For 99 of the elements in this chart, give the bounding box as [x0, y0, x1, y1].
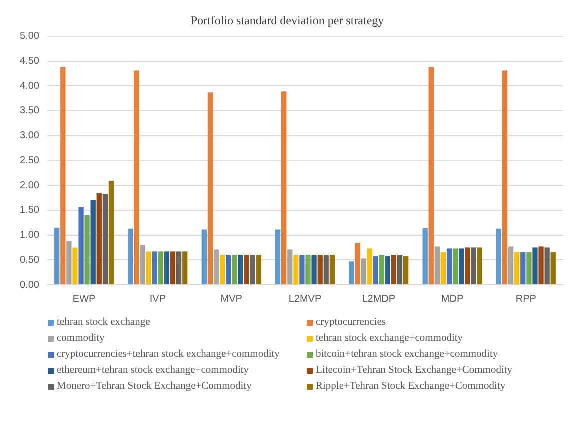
bar: [397, 255, 403, 284]
bar: [355, 243, 360, 284]
bar: [391, 255, 397, 284]
legend-label: cryptocurrencies: [316, 317, 386, 328]
bar: [385, 256, 391, 284]
bar: [214, 250, 220, 284]
bar: [244, 255, 250, 284]
bar: [526, 252, 532, 284]
bar: [220, 255, 226, 284]
bar: [440, 252, 446, 284]
bar: [78, 207, 84, 284]
bar: [72, 248, 78, 284]
bar: [446, 248, 452, 284]
bar: [232, 255, 238, 284]
y-tick-label: 2.50: [20, 155, 40, 166]
bar: [90, 200, 96, 284]
y-tick-label: 4.50: [20, 56, 40, 68]
bar: [256, 255, 262, 284]
bar: [60, 67, 66, 284]
x-tick-label: L2MVP: [288, 294, 322, 305]
bar: [544, 248, 550, 284]
bar: [477, 248, 482, 284]
bar: [176, 252, 182, 284]
bar: [146, 252, 152, 284]
bar: [324, 255, 329, 284]
legend-label: Litecoin+Tehran Stock Exchange+Commodity: [316, 365, 513, 376]
legend-label: ethereum+tehran stock exchange+commodity: [57, 365, 250, 376]
bar: [502, 70, 508, 284]
bar: [158, 252, 164, 284]
bar: [550, 252, 556, 284]
y-tick-label: 3.00: [20, 130, 40, 142]
bar: [379, 255, 384, 284]
y-tick-label: 1.50: [20, 205, 40, 216]
bar: [96, 194, 102, 284]
legend-label: cryptocurrencies+tehran stock exchange+commodity: [57, 349, 280, 360]
bar: [422, 228, 428, 284]
bar: [318, 255, 323, 284]
bar: [496, 228, 502, 284]
bar: [102, 194, 108, 284]
legend-label: Ripple+Tehran Stock Exchange+Commodity: [316, 381, 506, 392]
bar: [428, 67, 434, 284]
bar: [312, 255, 317, 284]
bar: [170, 252, 176, 284]
legend-label: Monero+Tehran Stock Exchange+Commodity: [57, 381, 252, 392]
bar: [140, 245, 146, 284]
x-tick-label: RPP: [516, 294, 537, 305]
bar: [152, 252, 158, 284]
legend-label: bitcoin+tehran stock exchange+commodity: [316, 349, 498, 360]
bar: [128, 228, 134, 284]
bar: [300, 255, 305, 284]
bar: [520, 252, 526, 284]
bar: [514, 252, 520, 284]
bar: [202, 230, 207, 284]
x-tick-label: MDP: [441, 294, 464, 305]
bar: [452, 248, 458, 284]
bar: [250, 255, 256, 284]
x-tick-label: L2MDP: [362, 294, 396, 305]
bar: [361, 258, 366, 284]
bar: [66, 241, 72, 284]
bar: [508, 246, 514, 284]
bar: [459, 248, 464, 284]
bar: [349, 262, 354, 284]
y-tick-label: 1.00: [20, 230, 40, 242]
bar: [465, 248, 470, 284]
x-tick-label: MVP: [220, 294, 243, 305]
bar: [282, 92, 287, 284]
bar: [373, 256, 378, 284]
bar: [403, 256, 409, 284]
x-tick-label: IVP: [150, 294, 166, 305]
y-tick-label: 3.50: [20, 106, 40, 117]
bar: [367, 248, 372, 284]
y-tick-label: 4.00: [20, 80, 40, 92]
legend-label: tehran stock exchange+commodity: [316, 333, 464, 344]
bar: [108, 181, 114, 284]
bar: [532, 248, 538, 284]
y-tick-label: 0.50: [20, 254, 40, 266]
y-tick-label: 0.00: [20, 280, 40, 291]
bar: [238, 255, 244, 284]
bar: [208, 92, 214, 284]
bar: [471, 248, 476, 284]
bar: [306, 255, 311, 284]
chart-title: Portfolio standard deviation per strategy: [190, 13, 384, 28]
bar: [164, 252, 170, 284]
y-tick-label: 2.00: [20, 180, 40, 192]
legend-label: commodity: [57, 333, 105, 344]
bar: [84, 215, 90, 284]
bar: [294, 255, 299, 284]
bar: [434, 246, 440, 284]
bar: [288, 250, 293, 284]
bar: [538, 246, 544, 284]
bar: [54, 228, 60, 284]
y-tick-label: 5.00: [20, 31, 40, 42]
bar: [226, 255, 232, 284]
bar: [182, 252, 188, 284]
bar: [330, 255, 335, 284]
x-tick-label: EWP: [72, 294, 96, 305]
bar: [275, 230, 281, 284]
bar: [134, 70, 140, 284]
legend-label: tehran stock exchange: [57, 317, 150, 328]
